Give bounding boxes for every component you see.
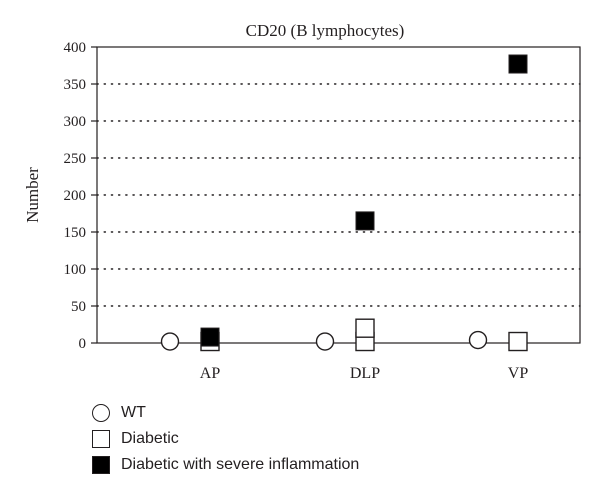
legend-item-diabetic: Diabetic (92, 426, 359, 452)
x-tick-label: VP (508, 365, 529, 382)
axes: 0 50 100 150 200 250 300 350 400 AP DLP VP (64, 40, 529, 382)
y-tick-label: 50 (71, 299, 86, 315)
data-point-wt (315, 332, 335, 351)
legend-item-diabetic-severe: Diabetic with severe inflammation (92, 452, 359, 478)
data-point-diabetic-severe (355, 211, 375, 231)
x-tick-label: AP (200, 365, 221, 382)
y-tick-label: 0 (79, 336, 87, 352)
y-tick-label: 100 (64, 262, 87, 278)
legend: WT Diabetic Diabetic with severe inflamm… (92, 400, 359, 478)
y-tick-label: 400 (64, 40, 87, 56)
y-tick-label: 250 (64, 151, 87, 167)
data-point-diabetic (508, 331, 528, 352)
legend-label-wt: WT (121, 404, 146, 421)
data-point-wt (468, 330, 488, 350)
data-point-diabetic (355, 318, 375, 338)
chart: CD20 (B lymphocytes) Number 0 50 100 150 200… (23, 21, 581, 382)
chart-title: CD20 (B lymphocytes) (246, 21, 405, 40)
data-point-diabetic-severe (200, 327, 220, 347)
y-tick-label: 150 (64, 225, 87, 241)
data-point-wt (160, 332, 180, 351)
legend-label-diabetic-severe: Diabetic with severe inflammation (121, 456, 360, 473)
y-tick-label: 200 (64, 188, 87, 204)
legend-circle-icon (92, 404, 110, 422)
y-axis-label: Number (23, 167, 42, 223)
x-tick-label: DLP (350, 365, 380, 382)
data-point-diabetic-severe (508, 54, 528, 74)
legend-filled-square-icon (92, 456, 110, 474)
legend-label-diabetic: Diabetic (121, 430, 179, 447)
data-points (160, 54, 528, 352)
y-tick-label: 300 (64, 114, 87, 130)
y-tick-label: 350 (64, 77, 87, 93)
legend-item-wt: WT (92, 400, 359, 426)
grid-lines (96, 83, 581, 307)
legend-open-square-icon (92, 430, 110, 448)
